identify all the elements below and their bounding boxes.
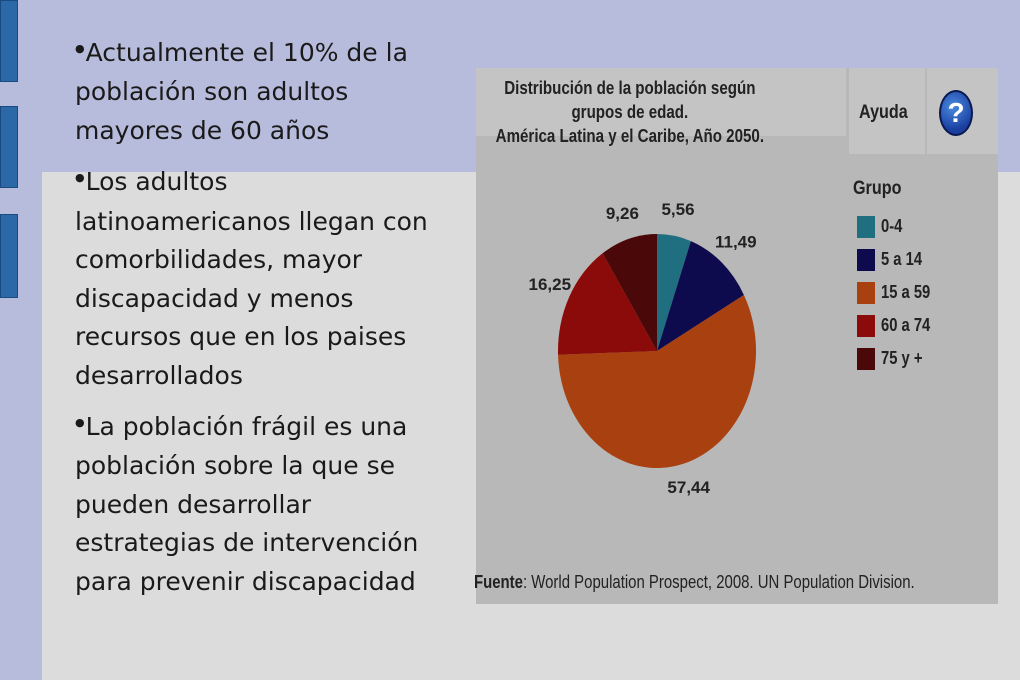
pie-data-label: 5,56	[661, 200, 694, 219]
pie-data-label: 9,26	[606, 204, 639, 223]
bullet-dot-icon: ●	[75, 171, 85, 184]
help-label: Ayuda	[859, 102, 908, 123]
legend-swatch	[857, 249, 875, 271]
pie-slice	[557, 253, 657, 355]
legend-swatch	[857, 348, 875, 370]
bullet-item: ●Actualmente el 10% de la población son …	[75, 38, 408, 145]
legend-label: 15 a 59	[881, 282, 931, 302]
help-icon-button[interactable]: ?	[927, 68, 998, 154]
pie-chart: 5,56 11,49 57,44 16,25 9,26	[529, 200, 757, 497]
chart-panel: Distribución de la población según grupo…	[474, 68, 998, 604]
left-bar	[0, 0, 18, 82]
question-mark-icon: ?	[939, 90, 973, 136]
bullet-list: ●Actualmente el 10% de la población son …	[75, 34, 445, 614]
bullet-dot-icon: ●	[75, 41, 85, 55]
help-button[interactable]: Ayuda	[849, 68, 925, 154]
legend-title: Grupo	[853, 178, 902, 199]
legend-label: 0-4	[881, 216, 903, 236]
pie-slice	[657, 241, 744, 351]
pie-data-label: 11,49	[715, 232, 757, 251]
legend-label: 75 y +	[881, 348, 923, 368]
legend-swatch	[857, 282, 875, 304]
pie-slice	[602, 234, 657, 351]
legend-swatch	[857, 216, 875, 238]
chart-title-line: Distribución de la población según grupo…	[504, 78, 756, 122]
left-bar	[0, 214, 18, 298]
left-decoration	[0, 0, 22, 680]
pie-slice	[558, 294, 756, 469]
legend-label: 60 a 74	[881, 315, 931, 335]
pie-data-label: 16,25	[529, 275, 572, 294]
pie-data-label: 57,44	[667, 478, 710, 497]
bullet-item: ●La población frágil es una población so…	[75, 412, 419, 596]
pie-slice	[657, 234, 691, 351]
chart-source: Fuente: World Population Prospect, 2008.…	[474, 572, 915, 592]
bullet-dot-icon: ●	[75, 415, 85, 429]
chart-title-area: Distribución de la población según grupo…	[476, 68, 846, 146]
chart-title: Distribución de la población según grupo…	[482, 76, 778, 148]
chart-title-line: América Latina y el Caribe, Año 2050.	[495, 126, 765, 146]
bullet-item: ●Los adultos latinoamericanos llegan con…	[75, 167, 428, 390]
legend-swatch	[857, 315, 875, 337]
left-bar	[0, 106, 18, 188]
legend-label: 5 a 14	[881, 249, 923, 269]
